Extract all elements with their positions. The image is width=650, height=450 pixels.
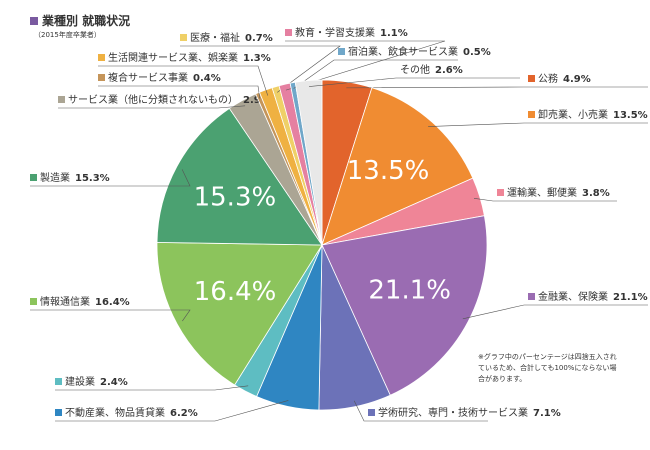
leader-line — [473, 198, 617, 202]
pie-slice — [156, 107, 323, 246]
slice-value: 7.1% — [533, 408, 561, 419]
slice-name: 運輸業、郵便業 — [507, 186, 577, 199]
slice-inner-value: 16.4% — [194, 277, 277, 307]
leader-line — [293, 59, 458, 89]
slice-value: 0.5% — [463, 47, 491, 58]
pie-slice — [321, 215, 488, 396]
slice-inner-value: 13.5% — [347, 156, 430, 186]
legend-swatch — [285, 29, 292, 36]
slice-name: 不動産業、物品賃貸業 — [65, 406, 165, 419]
legend-swatch — [98, 54, 105, 61]
slice-name: 建設業 — [65, 375, 95, 388]
chart-title: 業種別 就職状況 — [30, 12, 130, 29]
legend-swatch — [30, 174, 37, 181]
legend-swatch — [55, 378, 62, 385]
legend-swatch — [497, 189, 504, 196]
leader-line — [462, 304, 648, 320]
legend-swatch — [338, 48, 345, 55]
legend-swatch — [368, 409, 375, 416]
leader-line — [309, 77, 520, 87]
leader-line — [285, 40, 446, 91]
note: ※グラフ中のパーセンテージは四捨五入されているため、合計しても100%にならない… — [478, 353, 617, 383]
slice-name: 宿泊業、飲食サービス業 — [348, 45, 458, 58]
legend-swatch — [55, 409, 62, 416]
leader-line — [30, 309, 191, 322]
slice-value: 4.9% — [563, 74, 591, 85]
slice-value: 0.7% — [245, 33, 273, 44]
slice-value: 1.1% — [380, 28, 408, 39]
slice-value: 0.4% — [193, 73, 221, 84]
leader-line — [346, 86, 648, 89]
slice-name: 製造業 — [40, 171, 70, 184]
slice-name: 公務 — [538, 72, 558, 85]
slice-name: 教育・学習支援業 — [295, 26, 375, 39]
slice-inner-value: 21.1% — [368, 275, 451, 305]
slice-name: 学術研究、専門・技術サービス業 — [378, 406, 528, 419]
slice-value: 2.4% — [100, 377, 128, 388]
leader-line — [55, 385, 249, 391]
pie-slice — [321, 87, 474, 246]
legend-swatch — [528, 293, 535, 300]
slice-value: 1.3% — [243, 53, 271, 64]
chart-subtitle: （2015年度卒業者） — [34, 31, 101, 39]
slice-name: 複合サービス事業 — [108, 71, 188, 84]
leader-line — [98, 65, 269, 96]
leader-line — [58, 105, 246, 109]
slice-name: 生活関連サービス業、娯楽業 — [108, 51, 238, 64]
slice-value: 13.5% — [613, 110, 648, 121]
leader-line — [180, 45, 341, 93]
legend-swatch — [30, 298, 37, 305]
leader-line — [353, 400, 488, 422]
leader-line — [428, 122, 648, 127]
slice-name: 情報通信業 — [40, 295, 90, 308]
legend-swatch — [58, 96, 65, 103]
slice-name: その他 — [400, 63, 430, 76]
slice-name: サービス業（他に分類されないもの） — [68, 93, 238, 106]
slice-value: 2.6% — [435, 65, 463, 76]
slice-inner-value: 15.3% — [194, 182, 277, 212]
slice-value: 2.9% — [243, 95, 271, 106]
legend-swatch — [98, 74, 105, 81]
slice-name: 医療・福祉 — [190, 31, 240, 44]
slice-name: 卸売業、小売業 — [538, 108, 608, 121]
pie-slice — [294, 79, 323, 246]
pie-slice — [156, 242, 323, 386]
leader-line — [98, 85, 261, 99]
slice-value: 21.1% — [613, 292, 648, 303]
legend-swatch — [528, 111, 535, 118]
slice-value: 15.3% — [75, 173, 110, 184]
slice-value: 3.8% — [582, 188, 610, 199]
slice-value: 6.2% — [170, 408, 198, 419]
slice-name: 金融業、保険業 — [538, 290, 608, 303]
legend-swatch — [528, 75, 535, 82]
leader-line — [55, 400, 289, 422]
leader-line — [30, 169, 191, 187]
slice-value: 16.4% — [95, 297, 130, 308]
legend-swatch — [180, 34, 187, 41]
